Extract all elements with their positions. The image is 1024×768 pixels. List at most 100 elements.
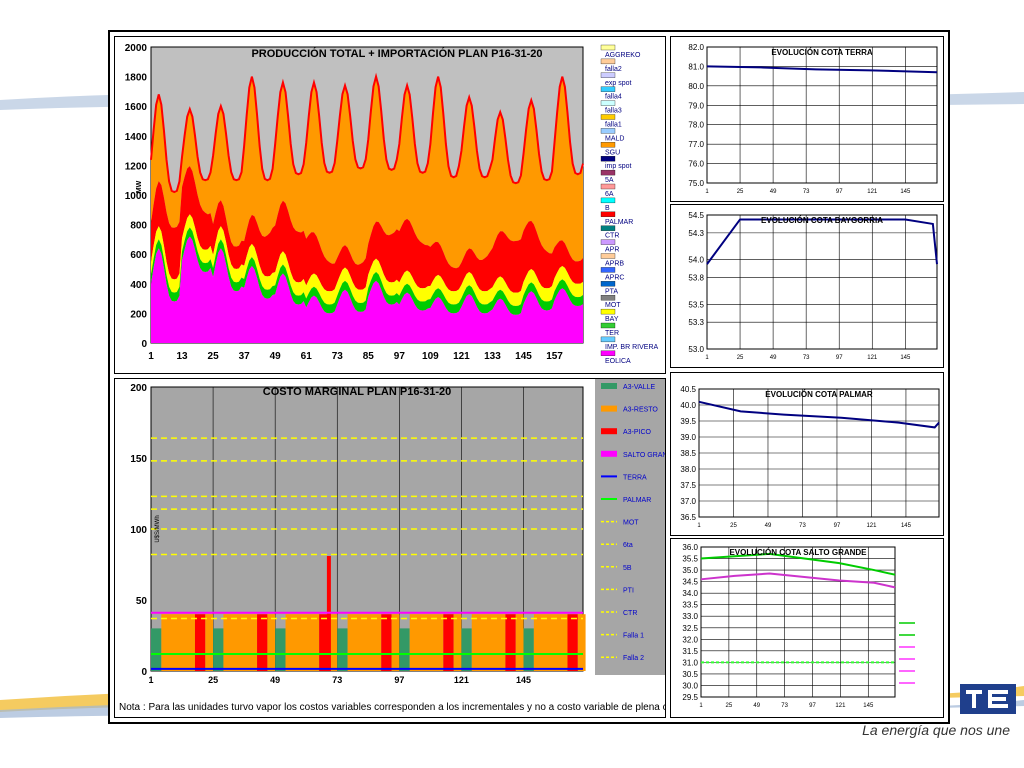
y-tick-label: 82.0 (688, 43, 704, 52)
y-tick-label: 1800 (125, 73, 148, 84)
y-tick-label: 29.5 (682, 693, 698, 702)
y-tick-label: 30.5 (682, 670, 698, 679)
legend-label: CTR (605, 233, 619, 240)
y-tick-label: 78.0 (688, 121, 704, 130)
cost-bar (471, 614, 506, 671)
legend-swatch (600, 225, 616, 231)
cost-bar (319, 614, 330, 671)
legend-label: PALMAR (623, 497, 651, 504)
x-tick-label: 49 (270, 351, 282, 362)
dashboard-frame: 0 200 400 600 800 1000 1200 1400 1600 1800 2000 1 13… (108, 30, 950, 724)
x-tick-label: 49 (770, 355, 777, 361)
legend-label: Falla 1 (623, 633, 644, 640)
y-tick-label: 32.0 (682, 635, 698, 644)
y-tick-label: 75.0 (688, 179, 704, 188)
legend-swatch (600, 156, 616, 162)
y-tick-label: 2000 (125, 43, 148, 54)
legend-label: falla4 (605, 94, 622, 101)
legend-swatch (601, 450, 617, 457)
legend-label: SALTO GRANDE (623, 452, 665, 459)
x-tick-label: 1 (705, 189, 709, 195)
y-tick-label: 54.0 (688, 256, 704, 265)
legend-label: SGU (605, 149, 620, 156)
area-palmar (151, 166, 583, 293)
x-tick-label: 133 (484, 351, 501, 362)
cost-bar (533, 614, 568, 671)
cost-bar (329, 614, 338, 671)
y-tick-label: 40.0 (680, 401, 696, 410)
cost-panel: 1 25 49 73 97 121 145 0 50 100 150 200 COSTO MARGINA… (114, 378, 666, 718)
terra-level-chart: 75.0 76.0 77.0 78.0 79.0 80.0 81.0 82.0 1 25 49 73 9… (688, 43, 938, 195)
terra-panel: 75.0 76.0 77.0 78.0 79.0 80.0 81.0 82.0 1 25 49 73 9… (670, 36, 944, 202)
production-panel: 0 200 400 600 800 1000 1200 1400 1600 1800 2000 1 13… (114, 36, 666, 374)
x-tick-label: 49 (270, 675, 280, 685)
cost-bar (267, 614, 276, 671)
cost-bar (515, 614, 524, 671)
x-tick-label: 25 (737, 189, 744, 195)
x-tick-label: 145 (900, 355, 911, 361)
legend-swatch (600, 72, 616, 78)
legend-label: 6A (605, 191, 614, 198)
series-line (706, 218, 938, 265)
x-tick-label: 13 (176, 351, 188, 362)
series-line (698, 400, 940, 429)
x-tick-label: 121 (867, 189, 878, 195)
y-tick-label: 33.0 (682, 612, 698, 621)
production-chart: 0 200 400 600 800 1000 1200 1400 1600 1800 2000 1 13… (125, 43, 659, 365)
legend-label: PTI (623, 587, 634, 594)
cost-bar (381, 614, 392, 671)
legend-swatch (600, 308, 616, 315)
chart-title: EVOLUCIÓN COTA TERRA (771, 48, 873, 57)
legend-label: imp spot (605, 163, 632, 170)
x-tick-label: 1 (697, 523, 701, 529)
salto-grande-level-chart: 29.5 30.0 30.5 31.0 31.5 32.0 32.5 33.0 33.5 34.0… (682, 543, 915, 709)
x-tick-label: 25 (726, 703, 733, 709)
y-tick-label: 54.3 (688, 229, 704, 238)
y-tick-label: 39.5 (680, 417, 696, 426)
x-tick-label: 145 (900, 189, 911, 195)
cost-bar (223, 614, 258, 671)
palmar-panel: 36.5 37.0 37.5 38.0 38.5 39.0 39.5 40.0 40.5 1 25 4… (670, 372, 944, 536)
legend-swatch (600, 336, 616, 343)
series-line (700, 572, 896, 589)
x-tick-label: 121 (866, 523, 877, 529)
y-tick-label: 31.5 (682, 647, 698, 656)
x-tick-label: 97 (834, 523, 841, 529)
x-tick-label: 145 (863, 703, 874, 709)
cost-bar (523, 628, 534, 671)
y-tick-label: 81.0 (688, 62, 704, 71)
x-tick-label: 49 (770, 189, 777, 195)
baygorria-panel: 53.0 53.3 53.5 53.8 54.0 54.3 54.5 1 25 49 73 97 121… (670, 204, 944, 368)
series-line-top (150, 72, 584, 194)
y-axis-label: MW (136, 180, 143, 193)
legend-box (595, 379, 665, 675)
y-tick-label: 38.0 (680, 465, 696, 474)
legend-swatch (600, 350, 616, 356)
y-tick-label: 33.5 (682, 601, 698, 610)
cost-bar (461, 628, 472, 671)
x-tick-label: 157 (546, 351, 563, 362)
x-tick-label: 25 (730, 523, 737, 529)
legend-label: MOT (605, 302, 621, 309)
legend-swatch (601, 383, 617, 389)
y-tick-label: 200 (130, 383, 147, 394)
legend-label: falla2 (605, 66, 622, 73)
legend-label: A3-PICO (623, 429, 652, 436)
cost-bar (399, 628, 410, 671)
x-tick-label: 61 (301, 351, 313, 362)
x-tick-label: 1 (148, 351, 154, 362)
x-tick-label: 1 (148, 675, 153, 685)
x-tick-label: 1 (705, 355, 709, 361)
legend-label: falla1 (605, 122, 622, 129)
x-tick-label: 97 (809, 703, 816, 709)
chart-title: EVOLUCIÓN COTA SALTO GRANDE (729, 548, 867, 557)
y-tick-label: 37.5 (680, 481, 696, 490)
y-tick-label: 0 (141, 339, 147, 350)
legend-swatch (600, 100, 616, 106)
cost-bar (194, 614, 206, 671)
x-tick-label: 49 (753, 703, 760, 709)
y-tick-label: 1200 (125, 161, 148, 172)
y-tick-label: 34.5 (682, 578, 698, 587)
legend-swatch (600, 267, 616, 273)
x-tick-label: 97 (394, 675, 404, 685)
